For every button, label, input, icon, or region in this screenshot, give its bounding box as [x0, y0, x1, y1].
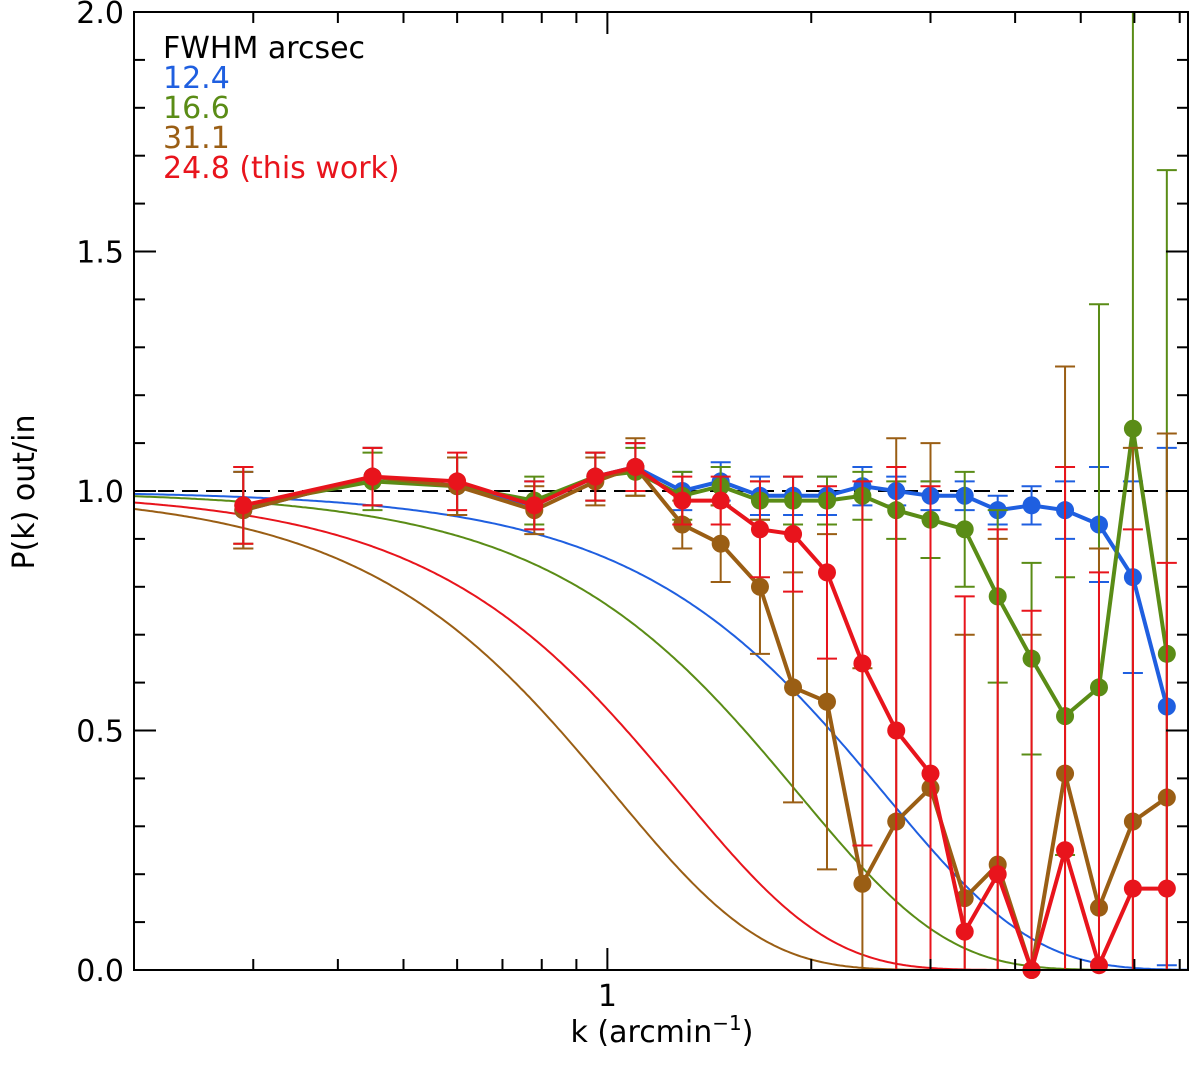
data-point: [750, 577, 769, 596]
data-point: [784, 678, 803, 697]
beam-curve-31-1: [133, 508, 1188, 971]
data-point: [525, 496, 544, 515]
data-point: [817, 563, 836, 582]
legend-entry-12-4: 12.4: [163, 61, 230, 96]
data-point: [1157, 879, 1176, 898]
data-point: [955, 520, 974, 539]
data-series: [233, 11, 1177, 979]
y-tick-label: 0.5: [76, 715, 124, 750]
y-tick-label: 1.0: [76, 475, 124, 510]
data-point: [711, 534, 730, 553]
data-point: [1089, 956, 1108, 975]
data-point: [988, 865, 1007, 884]
beam-curve-12-4: [133, 492, 1188, 971]
legend-entry-31-1: 31.1: [163, 121, 230, 156]
beam-curve-16-6: [133, 495, 1188, 971]
legend-entry-16-6: 16.6: [163, 91, 230, 126]
data-point: [921, 764, 940, 783]
data-point: [626, 458, 645, 477]
beam-transfer-curves: [133, 492, 1188, 971]
data-point: [955, 922, 974, 941]
beam-curve-24-8: [133, 501, 1188, 971]
data-point: [887, 721, 906, 740]
series-24-8: [233, 442, 1177, 979]
data-point: [817, 692, 836, 711]
data-point: [363, 467, 382, 486]
x-axis-label: k (arcmin−1): [571, 1011, 754, 1050]
legend: FWHM arcsec 12.4 16.6 31.1 24.8 (this wo…: [163, 31, 400, 186]
data-point: [1123, 879, 1142, 898]
data-point: [750, 520, 769, 539]
data-point: [853, 874, 872, 893]
y-tick-label: 0.0: [76, 954, 124, 989]
data-point: [711, 491, 730, 510]
data-point: [1056, 841, 1075, 860]
data-point: [448, 472, 467, 491]
data-point: [673, 491, 692, 510]
y-tick-label: 1.5: [76, 236, 124, 271]
series-12-4: [233, 442, 1177, 967]
data-point: [1022, 496, 1041, 515]
legend-entry-24-8: 24.8 (this work): [163, 151, 400, 186]
y-axis-label: P(k) out/in: [7, 415, 42, 570]
data-point: [853, 654, 872, 673]
series-line: [242, 428, 1169, 720]
legend-title: FWHM arcsec: [163, 31, 365, 66]
x-axis-ticks: 1: [133, 12, 1181, 1014]
series-31-1: [233, 365, 1177, 979]
x-tick-label: 1: [598, 979, 617, 1014]
y-tick-label: 2.0: [76, 0, 124, 31]
data-point: [234, 496, 253, 515]
data-point: [1123, 419, 1142, 438]
y-axis-ticks: 0.0 0.5 1.0 1.5 2.0: [76, 0, 1188, 989]
data-point: [586, 467, 605, 486]
data-point: [784, 525, 803, 544]
